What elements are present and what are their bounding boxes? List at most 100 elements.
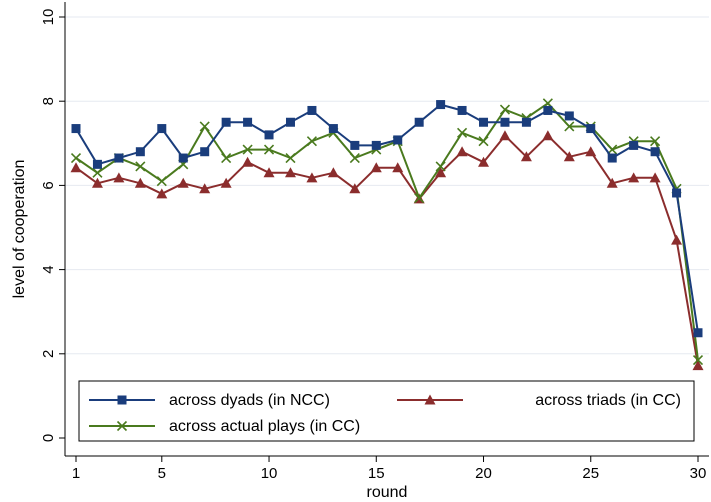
data-point xyxy=(371,140,381,150)
legend-item: across dyads (in NCC) xyxy=(89,392,330,409)
y-tick-label: 8 xyxy=(40,97,57,105)
data-point xyxy=(563,151,575,162)
data-point xyxy=(393,135,403,145)
legend-item: across triads (in CC) xyxy=(397,392,681,409)
legend-marker xyxy=(117,395,127,405)
data-point xyxy=(692,360,704,371)
x-tick-label: 1 xyxy=(72,465,80,482)
data-point xyxy=(243,117,253,127)
data-point xyxy=(436,100,446,110)
data-point xyxy=(478,136,489,147)
data-point xyxy=(92,159,102,169)
data-point xyxy=(521,117,531,127)
data-point xyxy=(370,162,382,173)
plot-area xyxy=(65,2,709,456)
data-point xyxy=(157,124,167,134)
data-point xyxy=(221,152,232,164)
data-point xyxy=(435,161,446,172)
data-point xyxy=(350,140,360,150)
data-point xyxy=(414,117,424,127)
data-point xyxy=(414,192,425,204)
data-point xyxy=(457,105,467,115)
data-point xyxy=(70,162,82,173)
data-point xyxy=(135,147,145,157)
data-point xyxy=(543,105,553,115)
data-point xyxy=(306,136,317,147)
data-point xyxy=(113,172,125,183)
y-tick-label: 4 xyxy=(40,265,57,273)
data-point xyxy=(307,105,317,115)
data-point xyxy=(242,156,254,167)
data-point xyxy=(672,188,682,198)
data-point xyxy=(200,147,210,157)
legend-marker xyxy=(424,394,436,405)
data-point xyxy=(263,144,275,155)
data-point xyxy=(693,328,703,338)
data-point xyxy=(479,117,489,127)
legend-box xyxy=(78,380,695,442)
data-point xyxy=(456,146,468,157)
data-point xyxy=(328,124,338,134)
data-point xyxy=(263,167,275,178)
data-point xyxy=(457,127,468,138)
data-point xyxy=(520,151,532,162)
data-point xyxy=(306,172,318,183)
data-point xyxy=(199,183,211,194)
x-tick-label: 15 xyxy=(368,465,385,482)
data-point xyxy=(242,144,253,155)
data-point xyxy=(199,121,210,132)
series-triangle xyxy=(70,130,704,371)
data-point xyxy=(542,130,554,141)
x-axis-ticks: 1 5 10 15 20 25 30 xyxy=(72,456,707,482)
y-tick-label: 10 xyxy=(40,9,57,26)
y-tick-label: 2 xyxy=(40,350,57,358)
data-point xyxy=(564,121,575,132)
legend: across dyads (in NCC) across triads (in C… xyxy=(78,380,695,442)
x-tick-label: 5 xyxy=(158,465,166,482)
data-point xyxy=(284,167,296,178)
x-tick-label: 30 xyxy=(690,465,707,482)
data-point xyxy=(499,104,511,115)
data-point xyxy=(586,124,596,134)
data-point xyxy=(607,153,617,163)
data-point xyxy=(435,167,447,178)
data-point xyxy=(606,177,618,188)
legend-label: across triads (in CC) xyxy=(535,392,681,409)
x-tick-label: 20 xyxy=(475,465,492,482)
data-point xyxy=(220,177,232,188)
data-point xyxy=(349,183,361,194)
legend-marker xyxy=(116,420,128,432)
data-point xyxy=(285,117,295,127)
y-axis-ticks: 0 2 4 6 8 10 xyxy=(40,9,65,442)
data-point xyxy=(692,355,704,366)
data-point xyxy=(564,111,574,121)
data-point xyxy=(135,161,146,172)
data-point xyxy=(349,152,360,164)
data-point xyxy=(650,136,661,147)
legend-label: across actual plays (in CC) xyxy=(169,418,360,435)
data-point xyxy=(178,153,188,163)
data-point xyxy=(221,117,231,127)
data-point xyxy=(650,147,660,157)
legend-item: across actual plays (in CC) xyxy=(89,418,360,435)
data-point xyxy=(71,124,81,134)
data-point xyxy=(156,188,168,199)
y-tick-label: 0 xyxy=(40,434,57,442)
data-point xyxy=(285,152,296,164)
data-point xyxy=(264,130,274,140)
y-axis-title: level of cooperation xyxy=(11,160,28,299)
gridlines xyxy=(65,16,709,355)
series-line xyxy=(75,103,699,333)
data-point xyxy=(156,176,167,187)
y-tick-label: 6 xyxy=(40,181,57,189)
data-point xyxy=(500,117,510,127)
x-tick-label: 25 xyxy=(582,465,599,482)
data-point xyxy=(70,152,82,164)
x-axis-title: round xyxy=(367,484,408,501)
data-point xyxy=(327,167,339,178)
series-square xyxy=(71,100,703,338)
legend-label: across dyads (in NCC) xyxy=(169,392,330,409)
data-point xyxy=(478,156,490,167)
data-point xyxy=(628,172,640,183)
